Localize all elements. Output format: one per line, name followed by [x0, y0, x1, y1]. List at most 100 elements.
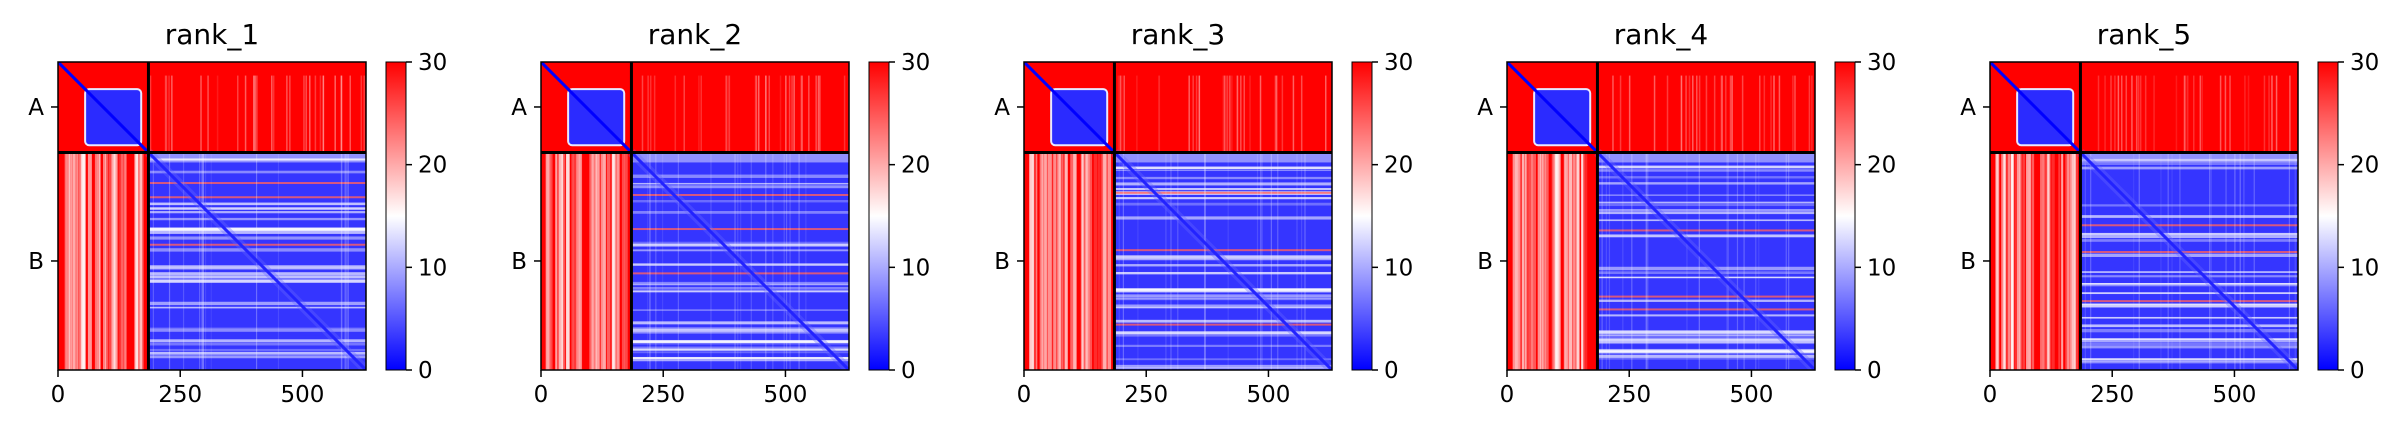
ba-streak [561, 152, 565, 370]
ab-streak [363, 75, 365, 153]
bb-band [2080, 166, 2298, 170]
bb-streak [1622, 152, 1624, 370]
ba-streak [140, 152, 143, 370]
bb-band [1597, 182, 1815, 185]
ab-streak [1794, 75, 1796, 153]
bb-streak [1177, 152, 1179, 370]
ba-streak [68, 152, 73, 370]
ab-streak [1136, 75, 1138, 153]
ab-streak [2219, 75, 2222, 153]
bb-streak [1686, 152, 1688, 370]
ba-streak [1103, 152, 1107, 370]
ab-streak [168, 75, 170, 153]
ab-streak [1275, 75, 1278, 153]
ba-streak [134, 152, 139, 370]
bb-streak [1203, 152, 1206, 370]
ba-streak [1029, 152, 1033, 370]
ba-streak [94, 152, 98, 370]
bb-streak [204, 152, 207, 370]
ab-streak [2175, 75, 2178, 153]
bb-streak [2210, 152, 2212, 370]
bb-streak [783, 152, 785, 370]
ab-streak [647, 75, 649, 153]
bb-band [1114, 294, 1332, 298]
ab-streak [360, 75, 363, 153]
ba-streak [1539, 152, 1543, 370]
bb-streak [152, 152, 154, 370]
ab-streak [2104, 75, 2106, 153]
ab-streak [1741, 75, 1744, 153]
bb-streak [202, 152, 204, 370]
colorbar-tick-label: 10 [901, 255, 930, 281]
bb-band [631, 328, 849, 332]
ab-streak [1292, 75, 1295, 153]
ba-streak [545, 152, 550, 370]
bb-streak [2225, 152, 2227, 370]
bb-band [1597, 203, 1815, 207]
colorbar-tick-label: 10 [418, 255, 447, 281]
ba-streak [1073, 152, 1077, 370]
bb-streak [1204, 152, 1206, 370]
bb-band [1597, 266, 1815, 271]
ba-streak [1029, 152, 1032, 370]
ba-streak [111, 152, 116, 370]
colorbar-tick-label: 30 [1384, 50, 1413, 76]
ba-streak [1996, 152, 1999, 370]
ab-streak [2125, 75, 2128, 153]
bb-band [2080, 271, 2298, 273]
bb-band [631, 243, 849, 247]
ba-streak [137, 152, 141, 370]
ba-streak [96, 152, 101, 370]
bb-band [2080, 324, 2298, 328]
bb-streak [1645, 152, 1647, 370]
ba-streak [1574, 152, 1578, 370]
ba-streak [2047, 152, 2050, 370]
ab-streak [1117, 75, 1120, 153]
colorbar-tick-label: 30 [2350, 50, 2379, 76]
ba-streak [2067, 152, 2070, 370]
ba-streak [561, 152, 563, 370]
colorbar-tick-label: 30 [418, 50, 447, 76]
bb-band [2080, 304, 2298, 308]
bb-band [1114, 306, 1332, 309]
ab-streak [727, 75, 729, 153]
ba-streak [114, 152, 118, 370]
ab-streak [1259, 75, 1262, 153]
ab-streak [1274, 75, 1277, 153]
bb-band [631, 283, 849, 286]
ba-streak [2058, 152, 2061, 370]
bb-band [148, 272, 366, 275]
ba-streak [1029, 152, 1034, 370]
ba-streak [1070, 152, 1074, 370]
ab-streak [1731, 75, 1733, 153]
ab-streak [1612, 75, 1614, 153]
ba-streak [559, 152, 563, 370]
ba-streak [118, 152, 123, 370]
ab-streak [1696, 75, 1698, 153]
bb-band [1597, 354, 1815, 358]
ba-streak [2031, 152, 2035, 370]
bb-band [148, 342, 366, 346]
ba-streak [2045, 152, 2048, 370]
bb-band [148, 275, 366, 279]
ba-streak [1041, 152, 1045, 370]
pae-heatmap [541, 62, 849, 370]
ba-streak [596, 152, 600, 370]
colorbar-tick-label: 0 [901, 358, 916, 384]
bb-band-red [2080, 300, 2298, 303]
ba-streak [566, 152, 570, 370]
ab-streak [305, 75, 307, 153]
ab-streak [1281, 75, 1284, 153]
ba-streak [613, 152, 617, 370]
bb-band [1597, 336, 1815, 340]
ab-streak [319, 75, 322, 153]
ab-streak [2117, 75, 2120, 153]
bb-band [631, 211, 849, 214]
ab-streak [2120, 75, 2123, 153]
ba-streak [576, 152, 580, 370]
ab-streak [819, 75, 821, 153]
bb-band [631, 182, 849, 185]
ba-streak [1035, 152, 1038, 370]
ab-streak [754, 75, 757, 153]
